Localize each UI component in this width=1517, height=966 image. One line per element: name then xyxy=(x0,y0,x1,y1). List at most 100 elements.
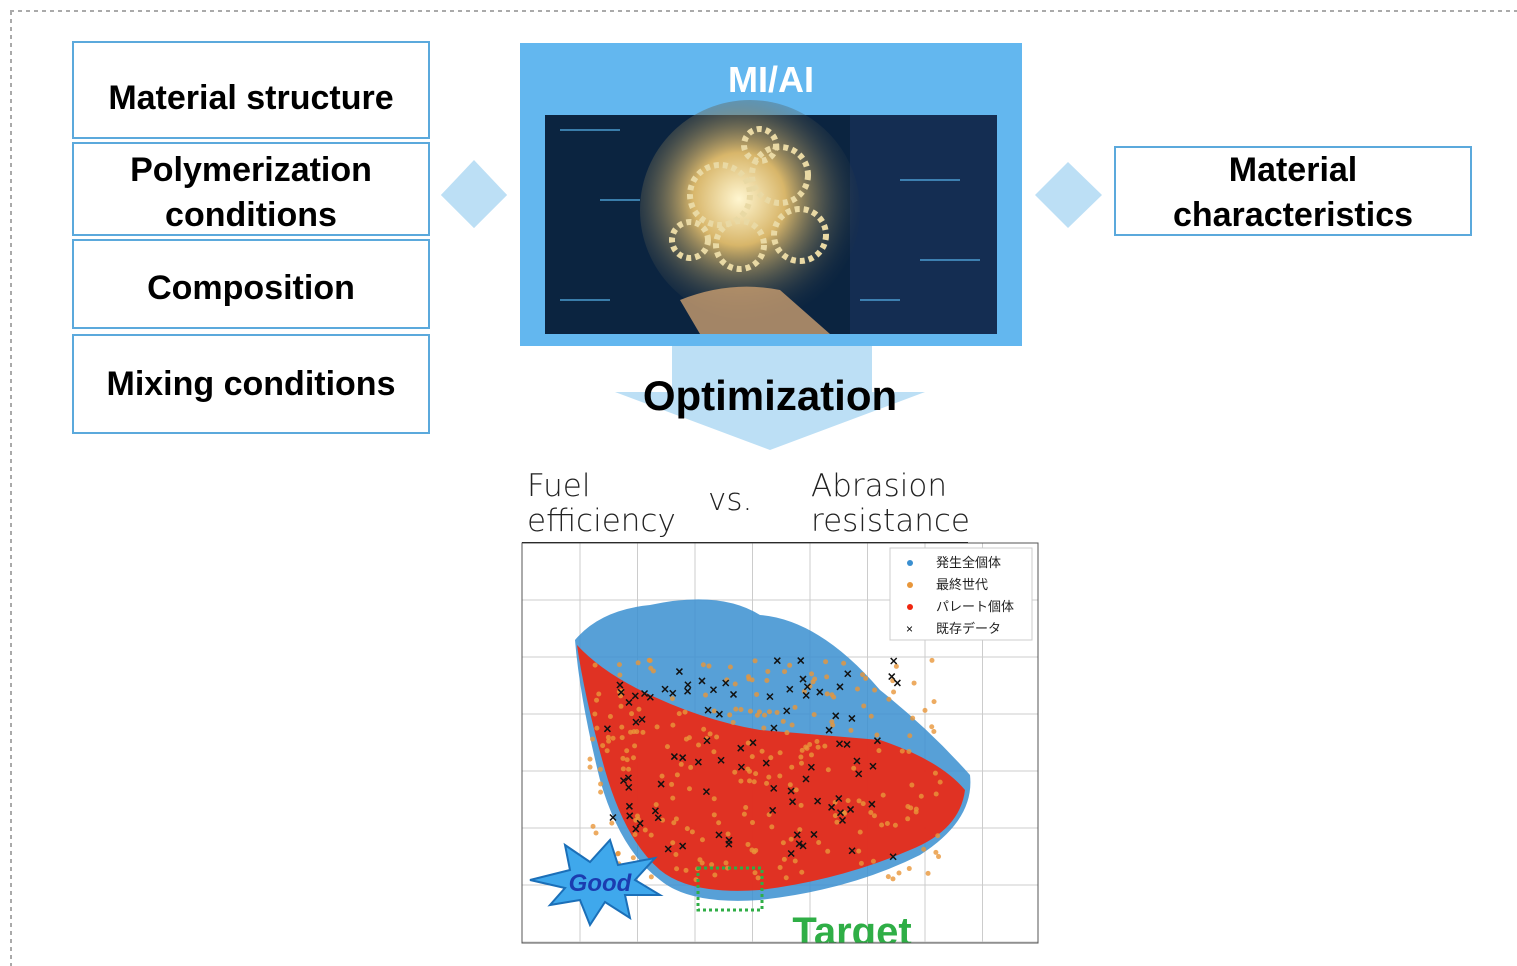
scatter-dot xyxy=(789,837,794,842)
scatter-dot xyxy=(594,698,599,703)
scatter-dot xyxy=(617,673,622,678)
scatter-dot xyxy=(792,705,797,710)
scatter-dot xyxy=(633,832,638,837)
scatter-dot xyxy=(673,852,678,857)
scatter-dot xyxy=(921,847,926,852)
scatter-dot xyxy=(701,727,706,732)
scatter-dot xyxy=(620,735,625,740)
scatter-dot xyxy=(858,830,863,835)
scatter-dot xyxy=(590,737,595,742)
plot-header: efficiency xyxy=(527,503,676,539)
scatter-dot xyxy=(738,779,743,784)
scatter-dot xyxy=(855,687,860,692)
scatter-dot xyxy=(824,674,829,679)
scatter-dot xyxy=(588,757,593,762)
scatter-dot xyxy=(712,873,717,878)
scatter-dot xyxy=(764,678,769,683)
scatter-dot xyxy=(685,826,690,831)
scatter-dot xyxy=(753,771,758,776)
scatter-dot xyxy=(696,742,701,747)
scatter-dot xyxy=(807,742,812,747)
scatter-dot xyxy=(714,735,719,740)
scatter-dot xyxy=(745,842,750,847)
scatter-dot xyxy=(794,787,799,792)
scatter-dot xyxy=(834,820,839,825)
scatter-dot xyxy=(830,723,835,728)
scatter-dot xyxy=(750,820,755,825)
scatter-dot xyxy=(712,812,717,817)
box-label: Polymerization xyxy=(130,151,372,189)
scatter-dot xyxy=(748,709,753,714)
scatter-dot xyxy=(761,725,766,730)
double-arrow xyxy=(441,162,507,228)
scatter-dot xyxy=(885,821,890,826)
scatter-dot xyxy=(606,735,611,740)
scatter-dot xyxy=(598,767,603,772)
scatter-dot xyxy=(809,752,814,757)
legend-entry: パレート個体 xyxy=(936,600,1014,615)
scatter-dot xyxy=(890,876,895,881)
scatter-dot xyxy=(756,875,761,880)
scatter-dot xyxy=(778,750,783,755)
scatter-dot xyxy=(594,830,599,835)
plot-header: vs. xyxy=(708,482,752,518)
scatter-dot xyxy=(690,829,695,834)
box-label: conditions xyxy=(165,196,337,234)
scatter-dot xyxy=(825,691,830,696)
scatter-dot xyxy=(846,798,851,803)
scatter-dot xyxy=(905,816,910,821)
scatter-dot xyxy=(655,724,660,729)
scatter-dot xyxy=(716,820,721,825)
scatter-dot xyxy=(674,866,679,871)
scatter-dot xyxy=(893,823,898,828)
scatter-dot xyxy=(753,658,758,663)
scatter-dot xyxy=(755,713,760,718)
scatter-dot xyxy=(894,664,899,669)
scatter-dot xyxy=(933,771,938,776)
scatter-dot xyxy=(591,824,596,829)
scatter-dot xyxy=(677,711,682,716)
ai-title: MI/AI xyxy=(728,59,814,100)
scatter-dot xyxy=(799,761,804,766)
scatter-dot xyxy=(701,662,706,667)
scatter-dot xyxy=(822,744,827,749)
scatter-dot xyxy=(909,783,914,788)
scatter-dot xyxy=(766,775,771,780)
scatter-dot xyxy=(938,780,943,785)
scatter-dot xyxy=(670,696,675,701)
scatter-dot xyxy=(629,711,634,716)
scatter-dot xyxy=(674,816,679,821)
scatter-dot xyxy=(724,860,729,865)
scatter-dot xyxy=(931,729,936,734)
scatter-dot xyxy=(733,681,738,686)
scatter-dot xyxy=(625,757,630,762)
scatter-dot xyxy=(919,794,924,799)
scatter-dot xyxy=(816,745,821,750)
diagram: Material structure Polymerization condit… xyxy=(0,0,1517,966)
scatter-dot xyxy=(712,796,717,801)
scatter-dot xyxy=(709,862,714,867)
scatter-dot xyxy=(609,821,614,826)
scatter-dot xyxy=(871,859,876,864)
scatter-dot xyxy=(619,704,624,709)
scatter-dot xyxy=(707,664,712,669)
scatter-dot xyxy=(868,810,873,815)
scatter-dot xyxy=(932,699,937,704)
scatter-dot xyxy=(594,726,599,731)
scatter-dot xyxy=(598,790,603,795)
scatter-dot xyxy=(778,865,783,870)
scatter-dot xyxy=(649,833,654,838)
scatter-dot xyxy=(782,669,787,674)
scatter-dot xyxy=(660,774,665,779)
scatter-dot xyxy=(670,723,675,728)
scatter-dot xyxy=(712,708,717,713)
scatter-dot xyxy=(863,676,868,681)
scatter-dot xyxy=(675,772,680,777)
arrow-label: Optimization xyxy=(643,372,897,419)
scatter-dot xyxy=(635,813,640,818)
scatter-dot xyxy=(588,765,593,770)
scatter-dot xyxy=(631,855,636,860)
scatter-dot xyxy=(648,658,653,663)
scatter-dot xyxy=(906,749,911,754)
scatter-dot xyxy=(608,714,613,719)
